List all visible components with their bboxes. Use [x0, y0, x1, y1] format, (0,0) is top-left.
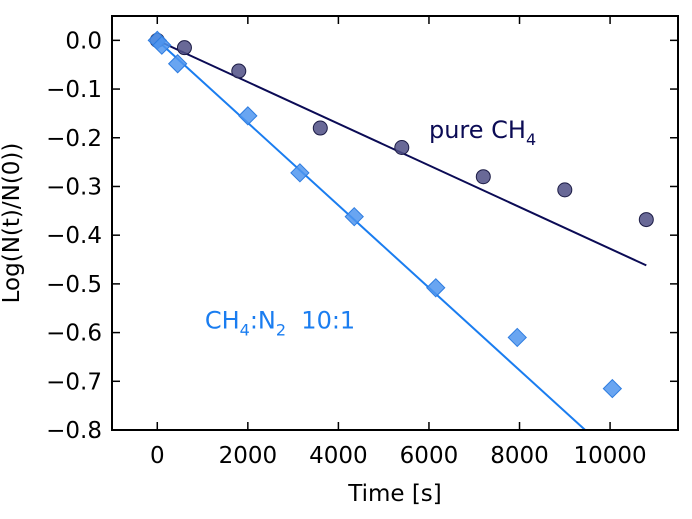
x-tick-label: 8000 — [490, 443, 549, 469]
x-tick-label: 0 — [150, 443, 165, 469]
point-series-1 — [426, 278, 446, 298]
point-series-0 — [231, 63, 247, 79]
data-points — [147, 30, 654, 399]
x-axis-title: Time [s] — [347, 481, 442, 507]
point-series-1 — [167, 54, 188, 74]
point-series-0 — [312, 120, 328, 136]
x-tick-label: 2000 — [219, 443, 278, 469]
y-axis-title: Log(N(t)/N(0)) — [0, 143, 25, 304]
fit-line-series-1 — [156, 39, 586, 431]
point-series-0 — [638, 212, 654, 228]
point-series-0 — [176, 40, 192, 56]
y-tick-labels: 0.0 −0.1 −0.2 −0.3 −0.4 −0.5 −0.6 −0.7 −0.8 — [46, 28, 102, 444]
axis-ticks — [112, 16, 678, 431]
point-series-0 — [557, 182, 573, 198]
x-tick-labels: 0 2000 4000 6000 8000 10000 — [150, 443, 647, 469]
annotation-ch4-n2-mix: CH4:N2 10:1 — [205, 307, 355, 340]
y-tick-label: −0.2 — [46, 126, 102, 152]
point-series-0 — [394, 140, 410, 156]
y-tick-label: 0.0 — [65, 28, 102, 54]
plot-frame — [111, 15, 679, 431]
point-series-0 — [475, 169, 491, 185]
x-tick-label: 10000 — [573, 443, 646, 469]
point-series-1 — [602, 378, 623, 399]
annotation-pure-ch4: pure CH4 — [429, 116, 536, 149]
y-tick-label: −0.7 — [46, 369, 102, 395]
y-tick-label: −0.5 — [46, 272, 102, 298]
point-series-1 — [290, 163, 310, 183]
y-tick-label: −0.6 — [46, 321, 102, 347]
y-tick-label: −0.1 — [46, 77, 102, 103]
x-tick-label: 4000 — [309, 443, 368, 469]
point-series-1 — [507, 327, 527, 348]
y-tick-label: −0.3 — [46, 174, 102, 200]
y-tick-label: −0.4 — [46, 223, 102, 249]
point-series-1 — [238, 106, 258, 126]
point-series-1 — [344, 206, 364, 227]
y-tick-label: −0.8 — [46, 418, 102, 444]
x-tick-label: 6000 — [400, 443, 459, 469]
point-series-1 — [152, 35, 172, 55]
